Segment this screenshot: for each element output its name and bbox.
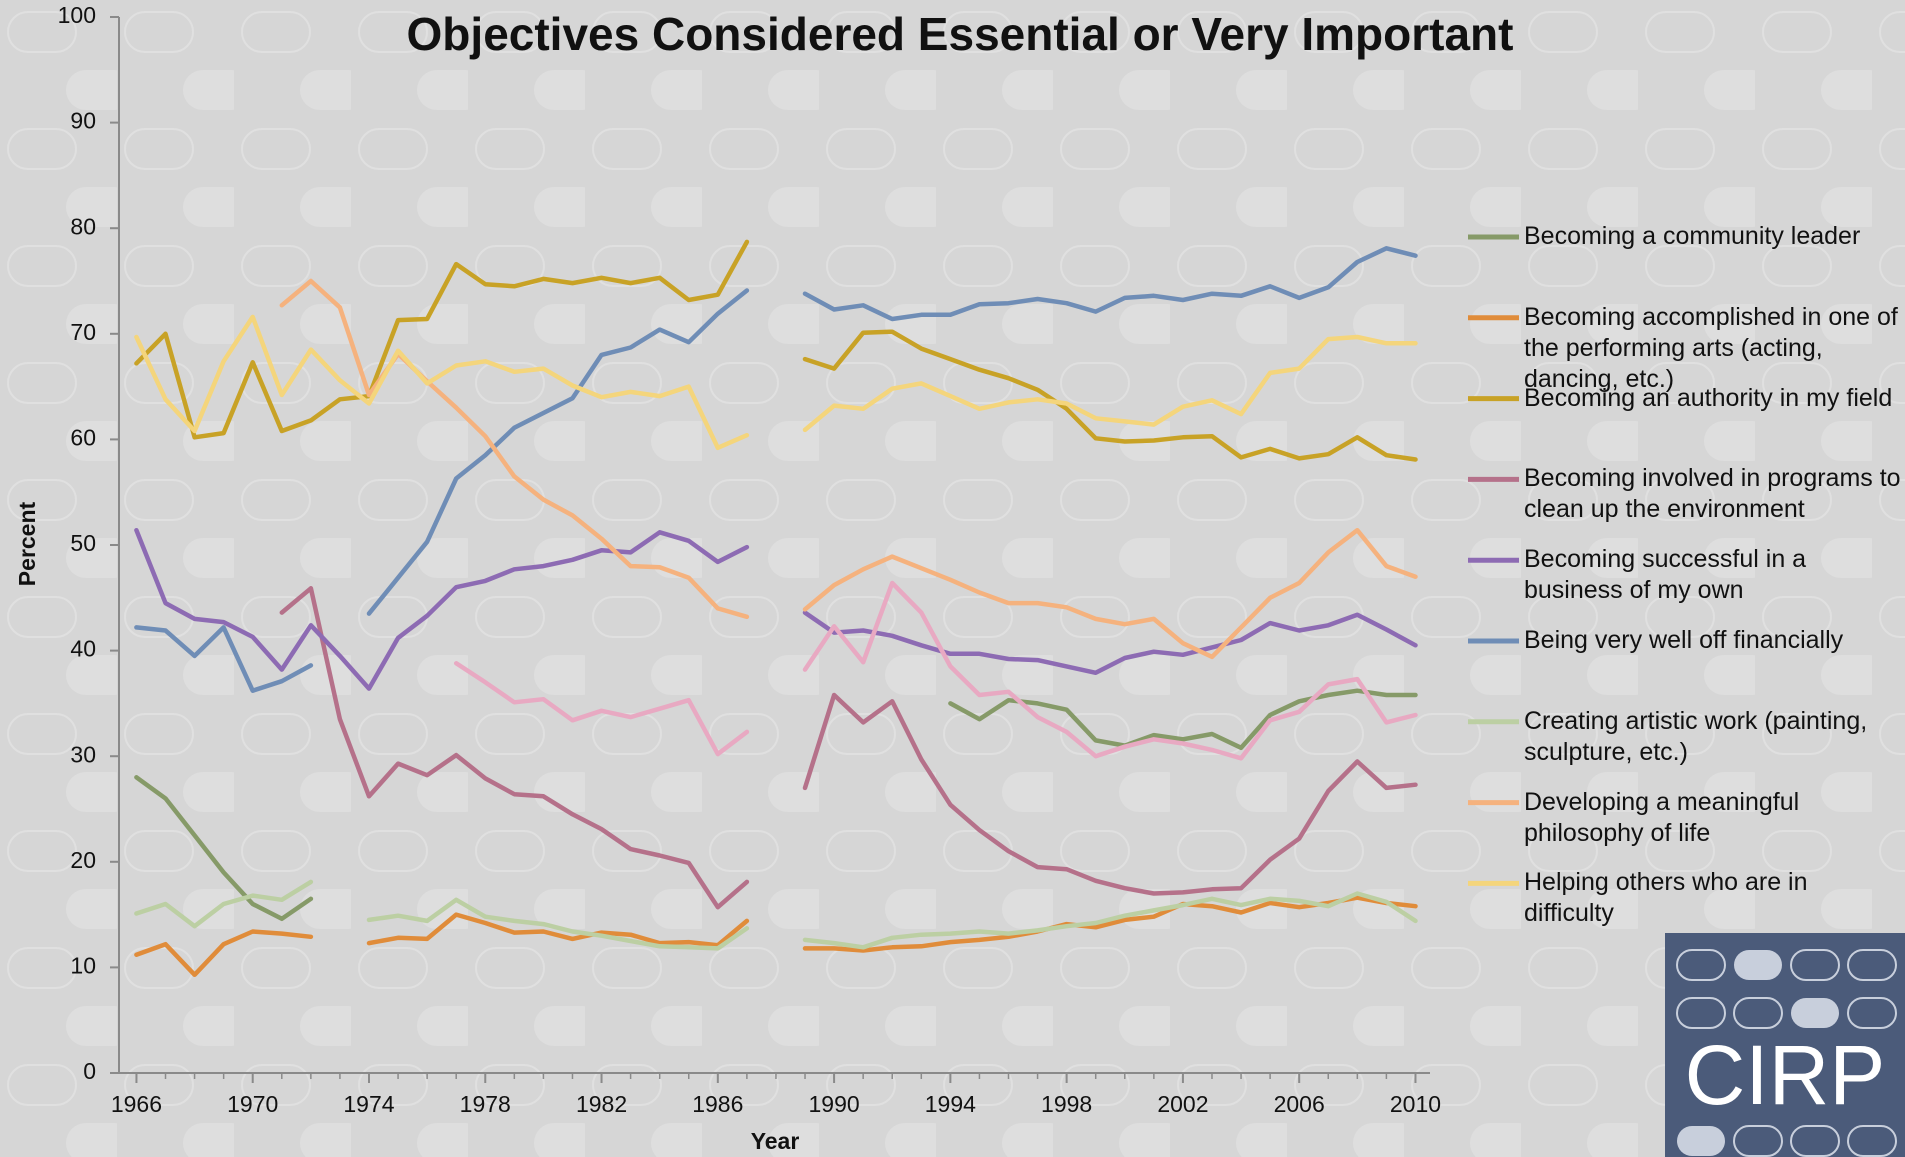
- x-tick-label: 1970: [227, 1091, 278, 1117]
- y-tick-label: 40: [70, 636, 96, 662]
- y-tick-label: 90: [70, 108, 96, 134]
- logo-text: CIRP: [1685, 1028, 1886, 1122]
- y-tick-label: 20: [70, 847, 96, 873]
- chart-title: Objectives Considered Essential or Very …: [407, 8, 1514, 60]
- series-line: [134, 527, 1418, 691]
- series-line: [134, 314, 1418, 451]
- series-line: [453, 580, 1418, 761]
- x-tick-label: 1994: [925, 1091, 976, 1117]
- y-tick-label: 0: [83, 1058, 96, 1084]
- legend-label: Becoming an authority in my field: [1524, 383, 1893, 412]
- legend-label: Creating artistic work (painting, sculpt…: [1524, 706, 1868, 766]
- x-tick-label: 1974: [343, 1091, 394, 1117]
- y-tick-label: 80: [70, 213, 96, 239]
- x-tick-label: 2002: [1157, 1091, 1208, 1117]
- x-axis-label: Year: [751, 1128, 800, 1154]
- logo-box: [1665, 933, 1905, 1157]
- y-tick-label: 10: [70, 952, 96, 978]
- series-line: [134, 879, 1418, 951]
- legend-label: Becoming successful in a business of my …: [1524, 545, 1807, 605]
- series-line: [279, 278, 1418, 660]
- x-tick-label: 1986: [692, 1091, 743, 1117]
- legend-label: Being very well off financially: [1524, 626, 1844, 654]
- legend-label: Becoming accomplished in one of the perf…: [1524, 302, 1898, 393]
- x-tick-label: 1966: [111, 1091, 162, 1117]
- logo: CIRP: [1665, 933, 1905, 1157]
- series-line: [279, 586, 1418, 910]
- x-tick-label: 2006: [1274, 1091, 1325, 1117]
- y-tick-label: 100: [58, 2, 96, 28]
- x-tick-label: 1990: [809, 1091, 860, 1117]
- legend-label: Becoming a community leader: [1524, 222, 1861, 250]
- legend-label: Helping others who are in difficulty: [1524, 868, 1808, 928]
- x-tick-label: 2010: [1390, 1091, 1441, 1117]
- y-tick-label: 70: [70, 319, 96, 345]
- legend-label: Developing a meaningful philosophy of li…: [1524, 787, 1800, 847]
- series-line: [134, 688, 1418, 922]
- series-line: [134, 246, 1418, 693]
- legend-label: Becoming involved in programs to clean u…: [1524, 464, 1901, 524]
- y-axis-label: Percent: [14, 501, 40, 586]
- x-tick-label: 1982: [576, 1091, 627, 1117]
- y-tick-label: 60: [70, 424, 96, 450]
- y-tick-label: 50: [70, 530, 96, 556]
- x-tick-label: 1978: [460, 1091, 511, 1117]
- x-tick-label: 1998: [1041, 1091, 1092, 1117]
- y-tick-label: 30: [70, 741, 96, 767]
- series-line: [134, 239, 1418, 462]
